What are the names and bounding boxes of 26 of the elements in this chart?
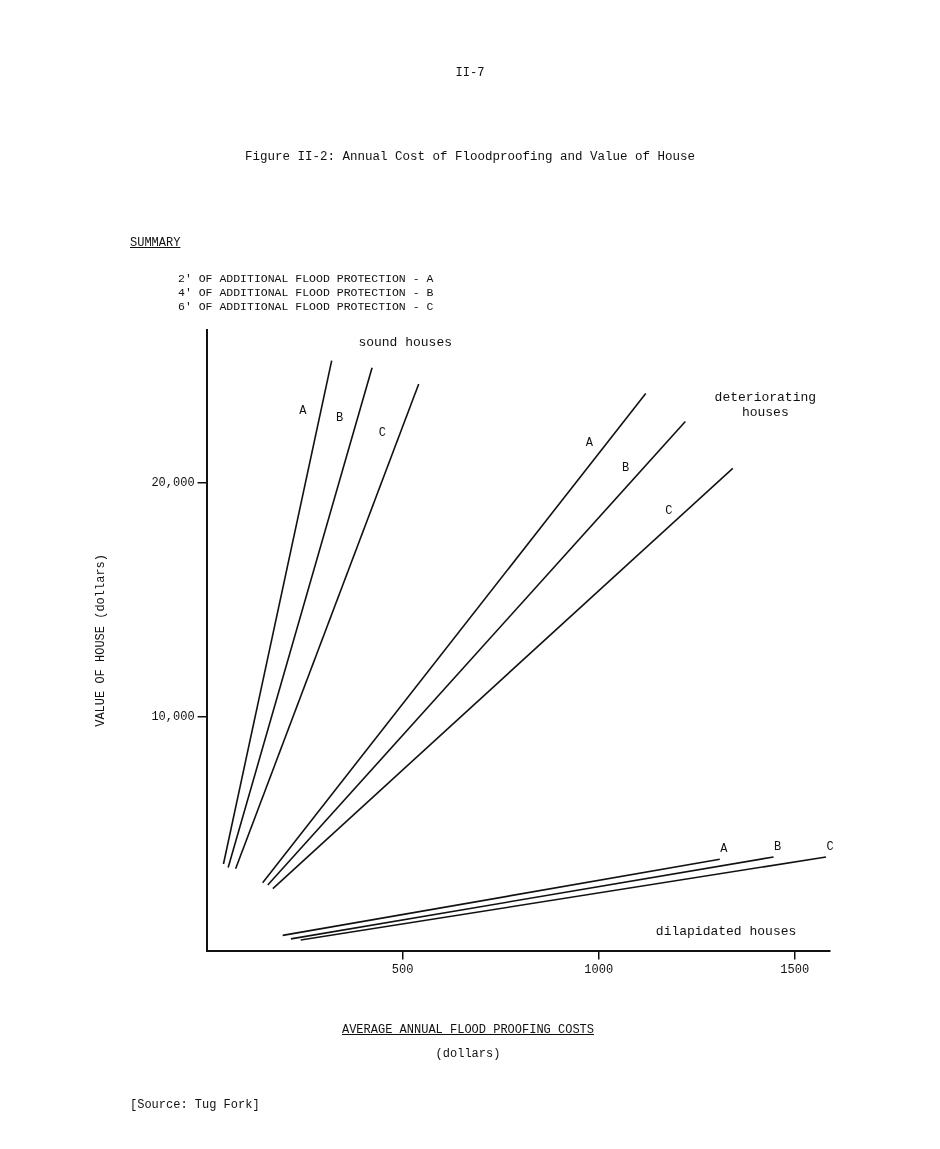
series-label: B	[621, 461, 630, 476]
annotation: deteriorating houses	[714, 389, 817, 420]
series-label: B	[773, 840, 782, 855]
chart-title: Figure II-2: Annual Cost of Floodproofing and Value of House	[243, 150, 697, 164]
series-label: C	[378, 425, 387, 440]
text: SUMMARY	[130, 236, 181, 250]
annotation: dilapidated houses	[655, 924, 797, 940]
text: [Source: Tug Fork]	[130, 1098, 260, 1112]
series-label: B	[336, 410, 344, 425]
x-axis-title: AVERAGE ANNUAL FLOOD PROOFING COSTS (dollars)	[340, 1023, 595, 1063]
text: 4' OF ADDITIONAL FLOOD PROTECTION - B	[178, 286, 434, 300]
x-tick-label: 1000	[584, 962, 614, 977]
text: 6' OF ADDITIONAL FLOOD PROTECTION - C	[178, 300, 434, 314]
x-tick-label: 1500	[780, 962, 810, 977]
series-label: A	[720, 842, 729, 857]
y-tick-label: 20,000	[151, 475, 195, 490]
text: II-7	[454, 66, 486, 80]
y-axis-title: VALUE OF HOUSE (dollars)	[94, 553, 109, 727]
text: 2' OF ADDITIONAL FLOOD PROTECTION - A	[178, 272, 434, 286]
annotation: sound houses	[358, 335, 453, 351]
y-tick-label: 10,000	[151, 709, 195, 724]
x-tick-label: 500	[391, 962, 414, 977]
series-label: A	[585, 435, 594, 450]
series-label: C	[826, 840, 834, 855]
series-label: C	[665, 503, 673, 518]
series-label: A	[299, 404, 308, 419]
